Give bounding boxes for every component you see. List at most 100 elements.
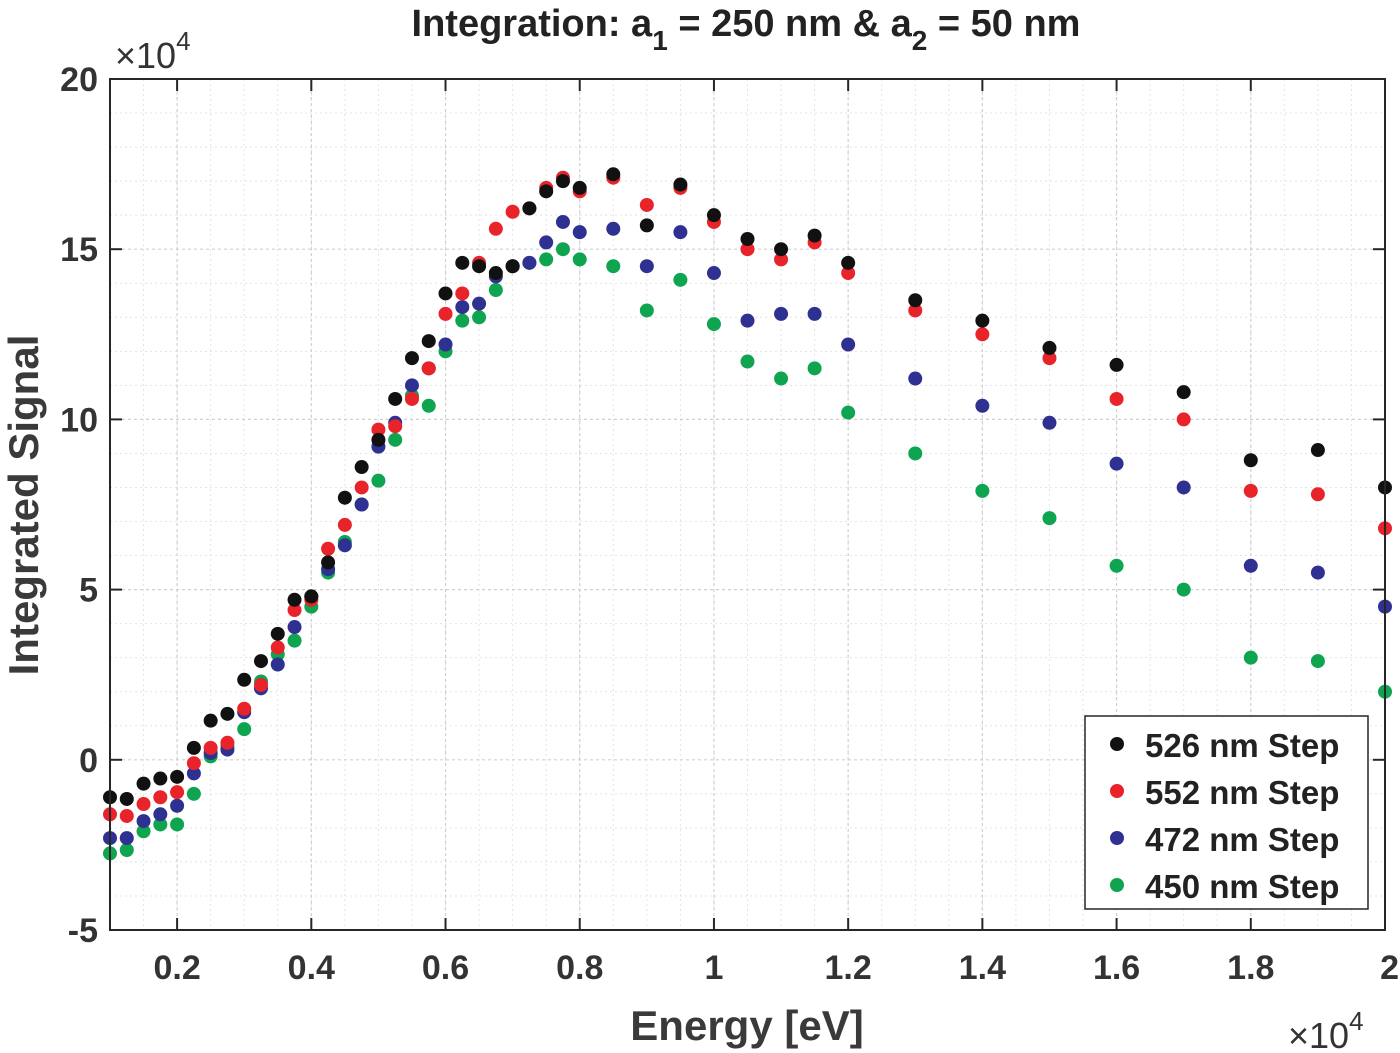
data-point-552-nm-step — [1243, 483, 1258, 498]
data-point-526-nm-step — [455, 255, 470, 270]
data-point-472-nm-step — [1243, 558, 1258, 573]
data-point-552-nm-step — [186, 756, 201, 771]
data-point-526-nm-step — [1243, 453, 1258, 468]
y-tick-label: 5 — [79, 572, 98, 610]
data-point-526-nm-step — [404, 351, 419, 366]
data-point-552-nm-step — [505, 204, 520, 219]
data-point-526-nm-step — [488, 266, 503, 281]
data-point-552-nm-step — [1176, 412, 1191, 427]
legend-marker-526nm — [1110, 737, 1124, 751]
data-point-526-nm-step — [505, 259, 520, 274]
data-point-526-nm-step — [1042, 340, 1057, 355]
axes-box — [109, 78, 1386, 931]
y-axis-exponent: ×104 — [115, 26, 191, 76]
data-point-472-nm-step — [522, 255, 537, 270]
data-point-450-nm-step — [706, 317, 721, 332]
data-point-472-nm-step — [170, 798, 185, 813]
data-point-552-nm-step — [321, 541, 336, 556]
data-point-526-nm-step — [136, 776, 151, 791]
data-point-552-nm-step — [488, 221, 503, 236]
data-point-552-nm-step — [237, 701, 252, 716]
data-point-552-nm-step — [975, 327, 990, 342]
data-point-450-nm-step — [572, 252, 587, 267]
data-point-526-nm-step — [639, 218, 654, 233]
y-tick-label: 0 — [79, 742, 98, 780]
x-tick-label: 1.2 — [825, 949, 872, 987]
data-point-526-nm-step — [1310, 443, 1325, 458]
data-point-472-nm-step — [606, 221, 621, 236]
data-point-472-nm-step — [1042, 415, 1057, 430]
data-point-472-nm-step — [1176, 480, 1191, 495]
data-point-472-nm-step — [774, 306, 789, 321]
data-point-526-nm-step — [388, 391, 403, 406]
data-point-472-nm-step — [153, 807, 168, 822]
series-450-nm-step — [103, 242, 1392, 861]
legend-label-472nm: 472 nm Step — [1145, 821, 1339, 858]
data-point-450-nm-step — [908, 446, 923, 461]
data-point-472-nm-step — [908, 371, 923, 386]
data-point-472-nm-step — [841, 337, 856, 352]
data-point-526-nm-step — [841, 255, 856, 270]
data-point-450-nm-step — [186, 786, 201, 801]
data-point-526-nm-step — [153, 771, 168, 786]
data-point-450-nm-step — [1176, 582, 1191, 597]
data-point-472-nm-step — [1310, 565, 1325, 580]
data-point-450-nm-step — [237, 722, 252, 737]
data-point-526-nm-step — [472, 259, 487, 274]
x-tick-label: 1.6 — [1093, 949, 1140, 987]
data-point-526-nm-step — [740, 231, 755, 246]
data-point-526-nm-step — [1109, 357, 1124, 372]
data-point-552-nm-step — [1042, 351, 1057, 366]
legend: 526 nm Step 552 nm Step 472 nm Step 450 … — [1084, 715, 1369, 910]
data-point-526-nm-step — [253, 654, 268, 669]
data-point-450-nm-step — [488, 283, 503, 298]
legend-label-526nm: 526 nm Step — [1145, 727, 1339, 764]
legend-marker-552nm — [1110, 784, 1124, 798]
data-point-552-nm-step — [908, 303, 923, 318]
data-point-450-nm-step — [287, 633, 302, 648]
series-526-nm-step — [103, 167, 1392, 806]
data-point-450-nm-step — [606, 259, 621, 274]
data-point-552-nm-step — [1310, 487, 1325, 502]
data-point-450-nm-step — [388, 432, 403, 447]
chart-title: Integration: a1 = 250 nm & a2 = 50 nm — [412, 3, 1081, 56]
axis-ticks — [110, 78, 1386, 931]
data-point-450-nm-step — [774, 371, 789, 386]
data-point-472-nm-step — [438, 337, 453, 352]
data-point-526-nm-step — [438, 286, 453, 301]
data-point-472-nm-step — [337, 538, 352, 553]
data-point-472-nm-step — [1109, 456, 1124, 471]
data-point-552-nm-step — [354, 480, 369, 495]
data-point-450-nm-step — [1109, 558, 1124, 573]
legend-marker-472nm — [1110, 831, 1124, 845]
y-tick-label: 20 — [60, 61, 98, 99]
data-point-472-nm-step — [270, 657, 285, 672]
x-tick-label: 1.4 — [959, 949, 1006, 987]
y-tick-label: -5 — [68, 912, 98, 950]
data-point-526-nm-step — [119, 791, 134, 806]
data-point-526-nm-step — [774, 242, 789, 257]
data-point-552-nm-step — [740, 242, 755, 257]
x-tick-label: 1.8 — [1227, 949, 1274, 987]
data-point-472-nm-step — [555, 214, 570, 229]
data-point-472-nm-step — [639, 259, 654, 274]
data-point-450-nm-step — [975, 483, 990, 498]
data-point-472-nm-step — [287, 620, 302, 635]
data-point-450-nm-step — [639, 303, 654, 318]
data-point-552-nm-step — [287, 603, 302, 618]
data-point-552-nm-step — [455, 286, 470, 301]
data-point-526-nm-step — [673, 177, 688, 192]
data-point-472-nm-step — [572, 225, 587, 240]
data-point-472-nm-step — [706, 266, 721, 281]
data-point-450-nm-step — [455, 313, 470, 328]
data-point-552-nm-step — [270, 640, 285, 655]
data-point-552-nm-step — [119, 808, 134, 823]
data-point-552-nm-step — [421, 361, 436, 376]
data-point-552-nm-step — [388, 419, 403, 434]
data-point-450-nm-step — [153, 817, 168, 832]
data-point-526-nm-step — [270, 626, 285, 641]
data-point-526-nm-step — [555, 174, 570, 189]
data-point-472-nm-step — [539, 235, 554, 250]
y-tick-label: 15 — [60, 231, 98, 269]
